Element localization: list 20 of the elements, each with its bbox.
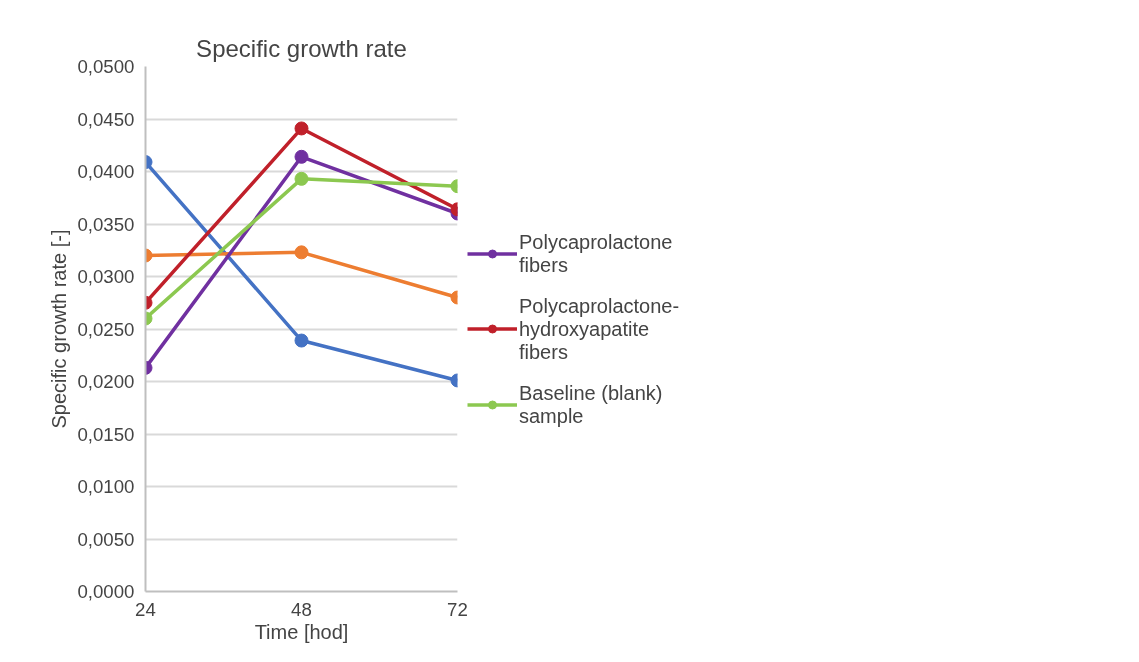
y-tick-label: 0,0350 — [77, 213, 135, 235]
x-tick-label: 48 — [291, 598, 312, 620]
chart-title: Specific growth rate — [196, 34, 407, 62]
legend-label: Polycaprolactone fibers — [519, 230, 673, 276]
y-axis-title: Specific growth rate [-] — [48, 229, 71, 429]
x-tick-label: 72 — [447, 598, 468, 620]
y-tick-label: 0,0450 — [77, 108, 135, 130]
legend-label: Baseline (blank) sample — [519, 381, 663, 427]
y-tick-label: 0,0050 — [77, 528, 135, 550]
x-axis-title: Time [hod] — [254, 620, 349, 643]
x-tick-label: 24 — [135, 598, 156, 620]
legend-label: Polycaprolactone-hydroxyapatite fibers — [519, 294, 680, 363]
y-tick-label: 0,0500 — [77, 56, 135, 77]
y-tick-label: 0,0200 — [77, 371, 135, 392]
y-tick-label: 0,0250 — [77, 318, 135, 340]
y-tick-label: 0,0400 — [77, 161, 135, 182]
y-tick-label: 0,0300 — [77, 266, 135, 287]
y-tick-label: 0,0100 — [77, 476, 135, 497]
y-tick-label: 0,0000 — [77, 581, 135, 602]
y-tick-label: 0,0150 — [77, 423, 135, 445]
